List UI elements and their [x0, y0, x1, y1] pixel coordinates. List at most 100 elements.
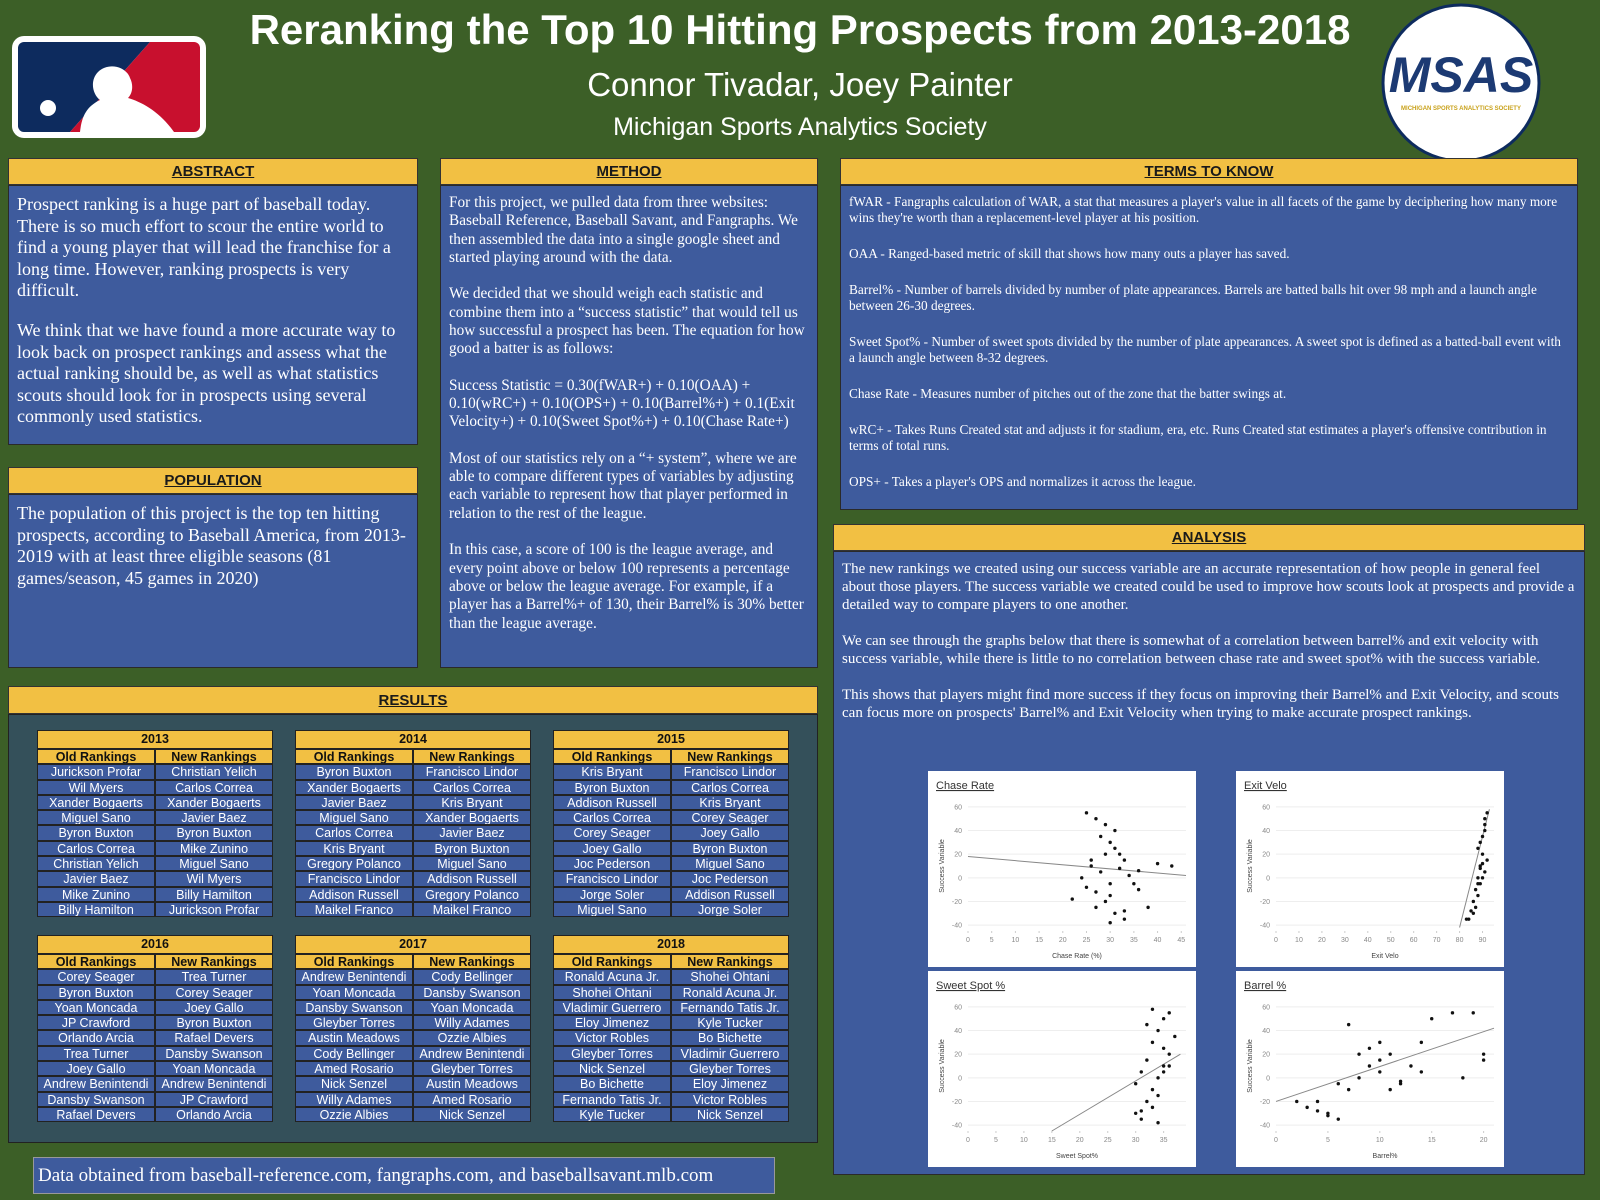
data-point	[1480, 852, 1485, 856]
table-cell: Yoan Moncada	[37, 999, 155, 1016]
y-axis-label: Success Variable	[1247, 1039, 1254, 1093]
x-axis-label: Sweet Spot%	[1056, 1153, 1098, 1160]
data-point	[1173, 1034, 1177, 1039]
data-point	[1378, 1070, 1382, 1074]
x-tick-label: 50	[1387, 937, 1395, 944]
table-cell: Nick Senzel	[295, 1076, 413, 1092]
x-tick-label: 10	[1295, 937, 1303, 944]
data-point	[1113, 846, 1117, 850]
x-tick-label: 30	[1341, 937, 1349, 944]
table-cell: Yoan Moncada	[155, 1061, 273, 1077]
data-point	[1388, 1052, 1392, 1056]
section-heading: ANALYSIS	[833, 524, 1585, 551]
y-tick-label: -20	[1260, 1099, 1270, 1106]
y-tick-label: 0	[958, 875, 962, 882]
table-year: 2016	[37, 935, 273, 954]
results-panel: 2013 Old Rankings New Rankings Jurickson Pr…	[8, 714, 818, 1143]
data-point	[1469, 909, 1473, 913]
table-cell: Austin Meadows	[413, 1076, 531, 1092]
table-cell: Ronald Acuna Jr.	[553, 969, 671, 985]
chart-title: Chase Rate	[936, 780, 994, 792]
table-cell: Xander Bogaerts	[155, 794, 273, 811]
table-cell: Dansby Swanson	[413, 984, 531, 1000]
x-tick-label: 0	[966, 1137, 970, 1144]
data-point	[1480, 876, 1485, 880]
table-row: JP Crawford Byron Buxton	[37, 1015, 273, 1031]
table-cell: Andrew Benintendi	[413, 1045, 531, 1062]
table-cell: Billy Hamilton	[155, 886, 273, 902]
data-point	[1084, 811, 1089, 815]
table-cell: Kris Bryant	[671, 794, 789, 811]
y-axis-label: Success Variable	[1247, 839, 1254, 893]
mlb-logo	[12, 36, 206, 138]
table-year: 2015	[553, 730, 789, 749]
data-point	[1473, 905, 1478, 910]
data-point	[1094, 905, 1098, 910]
table-row: Joey Gallo Byron Buxton	[553, 840, 789, 857]
y-tick-label: 40	[954, 828, 962, 835]
trend-line	[967, 856, 1187, 876]
title: Reranking the Top 10 Hitting Prospects f…	[249, 6, 1351, 53]
y-tick-label: 0	[1266, 1075, 1270, 1082]
data-point	[1378, 1058, 1382, 1062]
data-point	[1167, 1064, 1171, 1068]
table-cell: Byron Buxton	[413, 840, 531, 857]
data-point	[1132, 882, 1136, 886]
data-point	[1295, 1099, 1299, 1104]
table-row: Gleyber Torres Willy Adames	[295, 1015, 531, 1031]
table-cell: Byron Buxton	[295, 764, 413, 780]
y-axis-label: Success Variable	[939, 1039, 946, 1093]
data-point	[1145, 1058, 1149, 1062]
y-tick-label: 20	[954, 1052, 962, 1059]
y-axis-label: Success Variable	[939, 839, 946, 893]
table-cell: Miguel Sano	[413, 856, 531, 872]
y-tick-label: -40	[952, 923, 962, 930]
x-tick-label: 40	[1364, 937, 1372, 944]
table-cell: Joey Gallo	[671, 825, 789, 841]
column-header: New Rankings	[413, 749, 531, 765]
table-row: Kyle Tucker Nick Senzel	[553, 1106, 789, 1123]
paragraph: Chase Rate - Measures number of pitches …	[849, 385, 1287, 401]
x-tick-label: 80	[1456, 937, 1464, 944]
table-row: Dansby Swanson Yoan Moncada	[295, 999, 531, 1016]
table-cell: Francisco Lindor	[553, 871, 671, 887]
paragraph: We can see through the graphs below that…	[842, 633, 1541, 667]
x-tick-label: 35	[1160, 1137, 1168, 1144]
table-row: Corey Seager Joey Gallo	[553, 825, 789, 841]
paragraph: Barrel% - Number of barrels divided by n…	[849, 281, 1537, 313]
table-cell: Christian Yelich	[155, 764, 273, 780]
results-table: 2015 Old Rankings New Rankings Kris Bryant F…	[553, 730, 789, 918]
paragraph: This shows that players might find more …	[842, 687, 1559, 721]
x-tick-label: 10	[1376, 1137, 1384, 1144]
table-cell: Carlos Correa	[37, 840, 155, 857]
paragraph: We decided that we should weigh each sta…	[449, 285, 805, 358]
table-cell: Bo Bichette	[671, 1030, 789, 1046]
table-row: Carlos Correa Corey Seager	[553, 810, 789, 826]
data-point	[1103, 822, 1108, 827]
column-header: Old Rankings	[37, 749, 155, 765]
table-year: 2013	[37, 730, 273, 749]
data-point	[1326, 1111, 1330, 1115]
paragraph: We think that we have found a more accur…	[17, 319, 396, 427]
table-row: Eloy Jimenez Kyle Tucker	[553, 1015, 789, 1031]
data-point	[1139, 1070, 1143, 1074]
table-cell: Victor Robles	[553, 1030, 671, 1046]
table-row: Andrew Benintendi Cody Bellinger	[295, 969, 531, 985]
data-point	[1122, 909, 1127, 913]
data-point	[1483, 828, 1487, 833]
section-heading: RESULTS	[8, 686, 818, 714]
table-cell: Francisco Lindor	[671, 764, 789, 780]
data-point	[1108, 882, 1112, 886]
table-row: Jurickson Profar Christian Yelich	[37, 764, 273, 780]
data-point	[1113, 911, 1117, 915]
data-point	[1156, 1028, 1160, 1033]
x-tick-label: 35	[1130, 937, 1138, 944]
table-cell: Andrew Benintendi	[155, 1076, 273, 1092]
table-row: Wil Myers Carlos Correa	[37, 779, 273, 795]
data-point	[1170, 864, 1174, 868]
x-tick-label: 20	[1076, 1137, 1084, 1144]
footer: Data obtained from baseball-reference.co…	[33, 1157, 775, 1194]
x-tick-label: 90	[1479, 937, 1487, 944]
data-point	[1471, 911, 1476, 915]
x-axis-label: Chase Rate (%)	[1052, 953, 1102, 960]
